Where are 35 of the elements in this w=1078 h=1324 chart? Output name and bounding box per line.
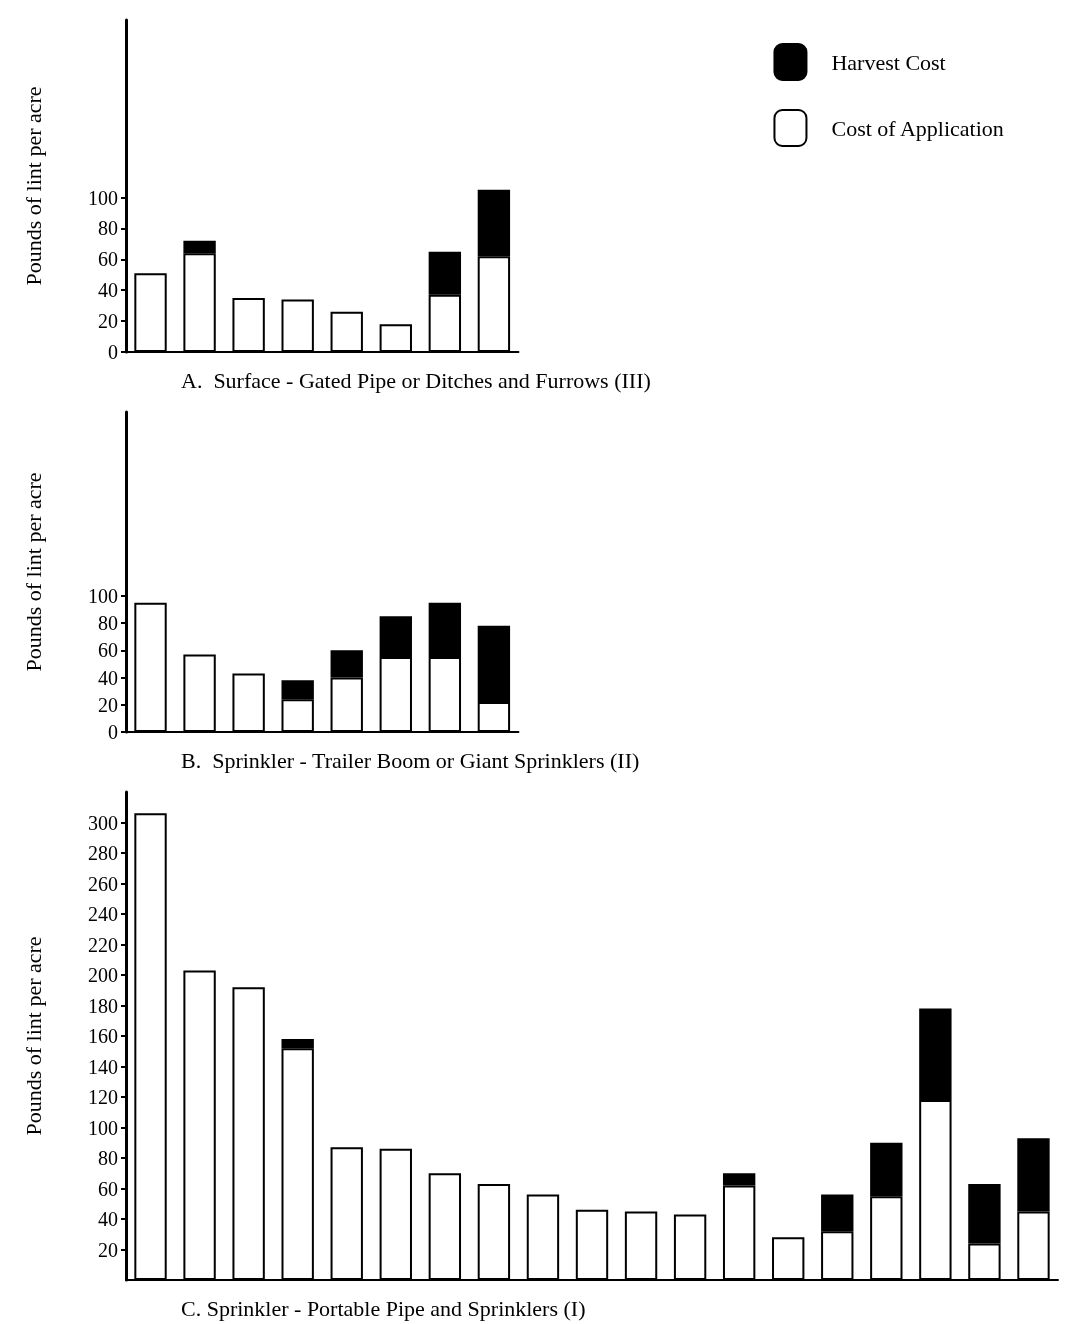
legend-label: Harvest Cost xyxy=(831,49,946,75)
y-tick-label: 40 xyxy=(98,666,118,689)
y-tick-label: 20 xyxy=(98,310,118,333)
y-tick-label: 140 xyxy=(88,1055,118,1078)
y-tick-label: 40 xyxy=(98,279,118,302)
y-tick-label: 180 xyxy=(88,994,118,1017)
legend-label: Cost of Application xyxy=(831,115,1004,141)
y-tick-label: 240 xyxy=(88,903,118,925)
y-tick-label: 0 xyxy=(108,721,118,743)
y-tick-label: 20 xyxy=(98,693,118,716)
y-tick-label: 0 xyxy=(108,341,118,363)
y-tick-label: 20 xyxy=(98,1238,118,1261)
y-tick-label: 220 xyxy=(88,933,118,956)
y-tick-label: 260 xyxy=(88,872,118,895)
y-tick-label: 80 xyxy=(98,217,118,240)
text: C. Sprinkler - Portable Pipe and Sprinklers (I) xyxy=(181,1295,586,1321)
y-tick-label: 100 xyxy=(88,1116,118,1139)
y-tick-label: 300 xyxy=(88,811,118,834)
text: B. Sprinkler - Trailer Boom or Giant Sprinklers (II) xyxy=(181,747,640,773)
y-tick-label: 100 xyxy=(88,186,118,209)
y-tick-label: 200 xyxy=(88,964,118,986)
y-tick-label: 80 xyxy=(98,1147,118,1169)
y-axis-title: Pounds of lint per acre xyxy=(20,86,46,286)
y-tick-label: 280 xyxy=(88,842,118,864)
y-tick-label: 120 xyxy=(88,1086,118,1108)
y-tick-label: 80 xyxy=(98,612,118,635)
y-tick-label: 40 xyxy=(98,1208,118,1230)
y-axis-title: Pounds of lint per acre xyxy=(20,472,46,672)
y-tick-label: 60 xyxy=(98,639,118,662)
text: A. Surface - Gated Pipe or Ditches and Furrows (III) xyxy=(181,367,651,393)
y-tick-label: 160 xyxy=(88,1025,118,1047)
y-tick-label: 60 xyxy=(98,1177,118,1200)
y-tick-label: 100 xyxy=(88,584,118,607)
y-tick-label: 60 xyxy=(98,248,118,271)
y-axis-title: Pounds of lint per acre xyxy=(20,936,46,1136)
